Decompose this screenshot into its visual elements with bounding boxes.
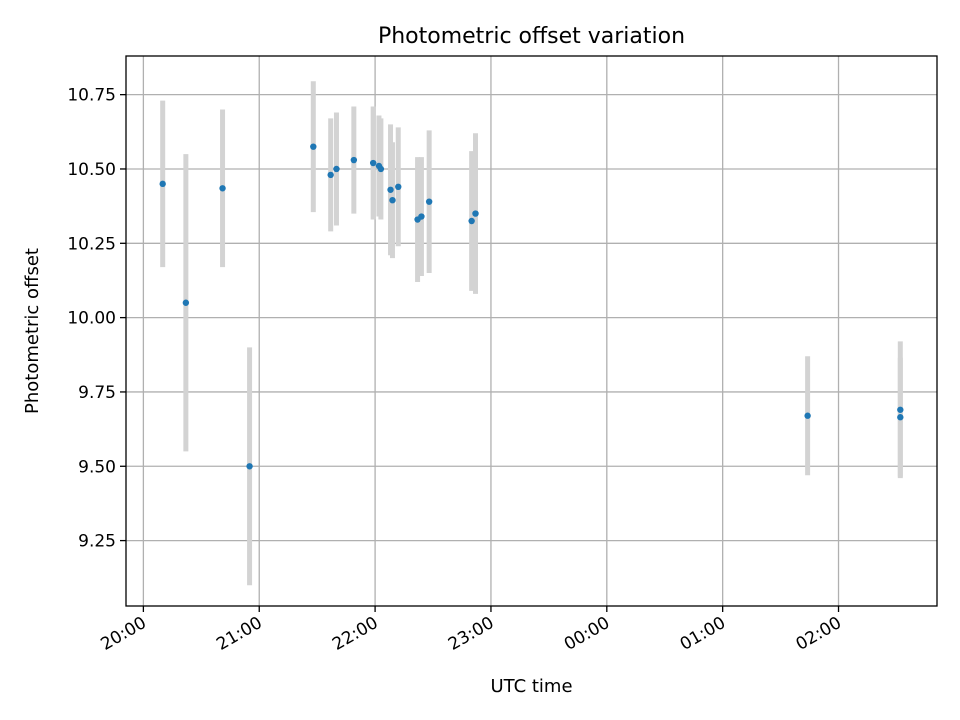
data-point bbox=[389, 196, 396, 204]
y-axis: 9.25 9.50 9.75 10.00 10.25 10.50 10.75 bbox=[67, 86, 126, 552]
data-point bbox=[219, 185, 226, 192]
data-point bbox=[804, 412, 811, 419]
data-point bbox=[395, 183, 402, 191]
y-tick-label: 9.50 bbox=[78, 457, 116, 477]
x-axis-label: UTC time bbox=[490, 676, 572, 697]
data-point bbox=[418, 213, 425, 220]
data-point bbox=[369, 159, 377, 167]
data-point bbox=[333, 165, 340, 173]
data-point bbox=[310, 143, 317, 150]
data-point bbox=[350, 156, 358, 164]
data-point bbox=[425, 198, 433, 205]
data-point bbox=[159, 180, 166, 188]
data-point bbox=[182, 299, 190, 306]
y-axis-label: Photometric offset bbox=[22, 248, 43, 414]
data-point bbox=[377, 165, 385, 173]
data-points bbox=[159, 143, 904, 470]
y-tick-label: 10.75 bbox=[67, 86, 116, 106]
y-tick-label: 9.25 bbox=[78, 532, 116, 552]
data-point bbox=[472, 210, 479, 217]
y-tick-label: 10.50 bbox=[67, 160, 116, 180]
data-point bbox=[897, 406, 904, 413]
data-point bbox=[387, 186, 394, 193]
plot-frame bbox=[125, 55, 938, 607]
chart-title: Photometric offset variation bbox=[378, 24, 685, 49]
data-point bbox=[327, 171, 334, 179]
data-point bbox=[246, 463, 253, 470]
data-point bbox=[897, 414, 904, 421]
y-tick-label: 9.75 bbox=[78, 383, 116, 403]
y-tick-label: 10.25 bbox=[67, 234, 116, 254]
data-point bbox=[468, 217, 475, 225]
y-tick-label: 10.00 bbox=[67, 309, 116, 329]
